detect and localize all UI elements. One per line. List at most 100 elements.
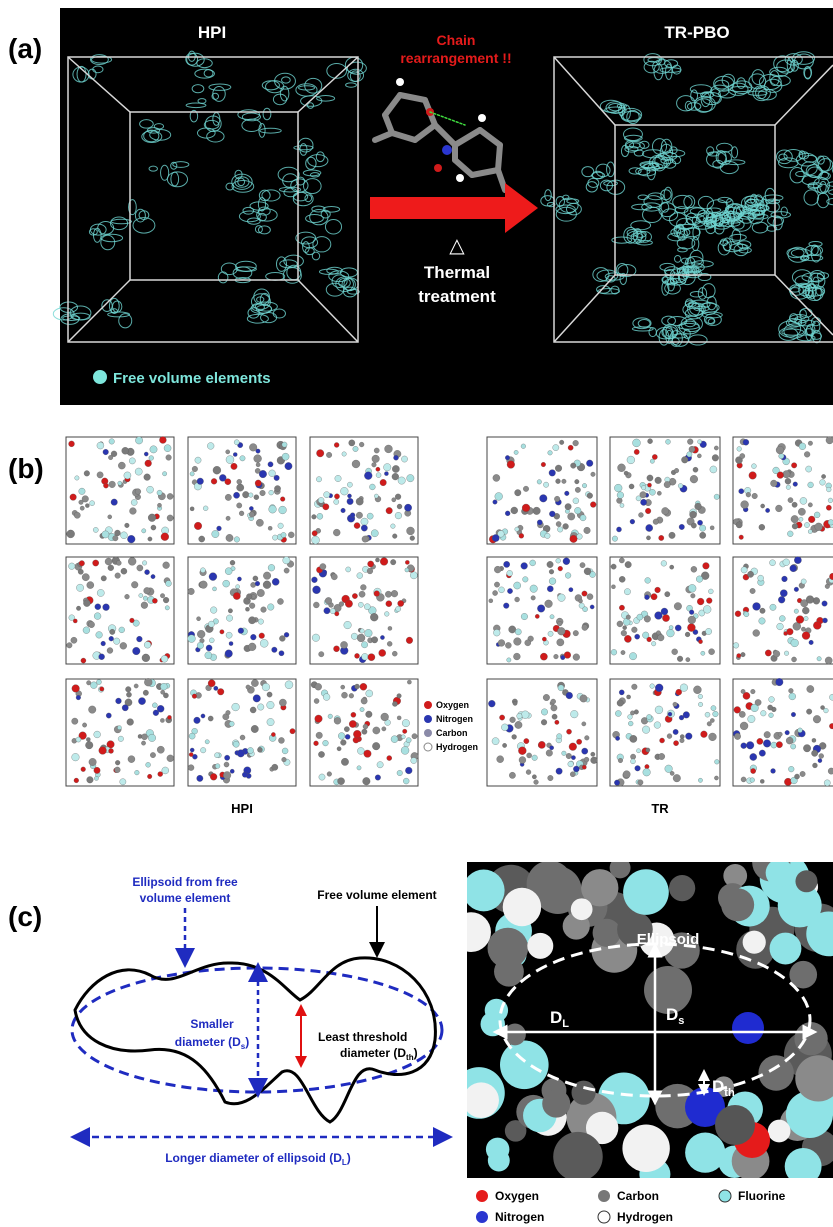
atom bbox=[257, 589, 265, 597]
atom bbox=[151, 574, 155, 578]
atom bbox=[640, 499, 646, 505]
atom bbox=[396, 606, 401, 611]
atom bbox=[619, 690, 624, 695]
atom bbox=[791, 712, 796, 717]
atom bbox=[333, 646, 339, 652]
atom bbox=[224, 762, 229, 767]
atom bbox=[515, 721, 522, 728]
atom bbox=[377, 762, 383, 768]
atom bbox=[760, 608, 765, 613]
atom bbox=[316, 732, 323, 739]
atom bbox=[120, 779, 126, 785]
atom bbox=[587, 594, 593, 600]
page: {"panel_a": {"label": "(a)", "left_title… bbox=[0, 0, 833, 1227]
atom-sphere bbox=[669, 875, 695, 901]
atom bbox=[392, 534, 397, 539]
atom bbox=[322, 570, 326, 574]
atom bbox=[135, 437, 142, 444]
atom bbox=[142, 561, 147, 566]
atom bbox=[108, 565, 114, 571]
atom bbox=[786, 737, 793, 744]
atom bbox=[231, 463, 237, 469]
atom bbox=[255, 581, 260, 586]
atom bbox=[714, 494, 719, 499]
atom bbox=[279, 651, 284, 656]
atom bbox=[515, 489, 521, 495]
atom bbox=[363, 777, 371, 785]
atom bbox=[143, 690, 148, 695]
atom bbox=[662, 614, 669, 621]
atom bbox=[549, 746, 553, 750]
atom bbox=[580, 695, 587, 702]
atom bbox=[519, 533, 524, 538]
atom bbox=[575, 479, 580, 484]
atom bbox=[101, 641, 106, 646]
atom bbox=[548, 631, 553, 636]
atom bbox=[826, 437, 833, 444]
atom bbox=[621, 630, 627, 636]
atom bbox=[197, 630, 205, 638]
atom bbox=[557, 527, 563, 533]
atom bbox=[144, 474, 151, 481]
atom bbox=[341, 685, 345, 689]
atom bbox=[812, 738, 816, 742]
reaction-label: rearrangement !! bbox=[400, 50, 511, 66]
atom bbox=[344, 727, 349, 732]
atom bbox=[246, 594, 252, 600]
title: TR-PBO bbox=[664, 23, 729, 42]
atom bbox=[76, 584, 83, 591]
atom bbox=[122, 447, 129, 454]
atom bbox=[246, 685, 250, 689]
atom bbox=[141, 741, 145, 745]
atom bbox=[489, 599, 493, 603]
atom bbox=[113, 638, 120, 645]
atom bbox=[130, 618, 135, 623]
atom bbox=[624, 635, 631, 642]
atom bbox=[616, 527, 621, 532]
atom bbox=[784, 651, 789, 656]
atom bbox=[801, 579, 806, 584]
atom bbox=[240, 735, 245, 740]
atom bbox=[234, 537, 240, 543]
atom bbox=[217, 688, 224, 695]
atom bbox=[492, 738, 499, 745]
atom bbox=[576, 739, 581, 744]
atom bbox=[629, 652, 636, 659]
atom bbox=[634, 710, 639, 715]
atom bbox=[267, 692, 272, 697]
atom bbox=[325, 597, 332, 604]
atom bbox=[94, 776, 98, 780]
atom bbox=[88, 621, 94, 627]
atom bbox=[558, 685, 564, 691]
atom-sphere bbox=[743, 931, 766, 954]
atom bbox=[167, 755, 174, 762]
atom bbox=[349, 693, 354, 698]
legend-text: Free volume elements bbox=[113, 370, 271, 387]
atom bbox=[194, 717, 201, 724]
atom bbox=[641, 486, 645, 490]
atom bbox=[212, 530, 219, 537]
atom bbox=[249, 493, 254, 498]
atom bbox=[230, 769, 234, 773]
atom bbox=[690, 475, 698, 483]
atom bbox=[342, 452, 347, 457]
atom bbox=[713, 711, 719, 717]
atom bbox=[228, 609, 232, 613]
atom bbox=[334, 494, 339, 499]
atom bbox=[237, 503, 242, 508]
atom bbox=[792, 523, 798, 529]
atom bbox=[160, 683, 167, 690]
atom bbox=[355, 684, 360, 689]
atom-sphere bbox=[715, 1105, 755, 1145]
atom bbox=[687, 452, 692, 457]
atom bbox=[363, 724, 368, 729]
atom bbox=[537, 520, 542, 525]
atom bbox=[591, 757, 598, 764]
atom bbox=[90, 682, 97, 689]
atom bbox=[95, 604, 101, 610]
atom bbox=[811, 750, 817, 756]
atom bbox=[549, 569, 554, 574]
atom bbox=[158, 772, 163, 777]
atom bbox=[116, 560, 121, 565]
atom bbox=[828, 498, 833, 503]
